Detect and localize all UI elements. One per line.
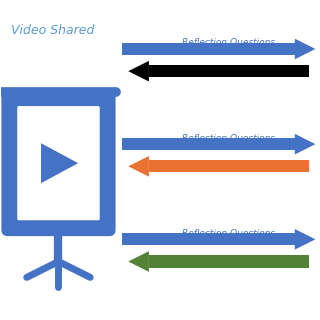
Polygon shape: [128, 251, 149, 272]
Text: Reflection Questions: Reflection Questions: [182, 133, 275, 142]
Text: Reflection Questions: Reflection Questions: [182, 229, 275, 238]
Text: Peer Feedback: Peer Feedback: [188, 161, 269, 171]
Text: Peer Feedback: Peer Feedback: [188, 257, 269, 267]
Polygon shape: [122, 43, 295, 55]
Text: Peer Feedback: Peer Feedback: [188, 66, 269, 76]
Polygon shape: [149, 255, 309, 268]
Polygon shape: [149, 160, 309, 172]
Polygon shape: [128, 156, 149, 177]
Polygon shape: [295, 229, 316, 250]
Polygon shape: [122, 138, 295, 150]
FancyBboxPatch shape: [17, 106, 100, 220]
Polygon shape: [295, 134, 316, 155]
Text: Reflection Questions: Reflection Questions: [182, 38, 275, 47]
Polygon shape: [128, 61, 149, 82]
FancyBboxPatch shape: [1, 90, 116, 236]
Polygon shape: [295, 39, 316, 59]
Polygon shape: [41, 143, 78, 183]
Polygon shape: [122, 233, 295, 245]
Polygon shape: [149, 65, 309, 77]
Text: Video Shared: Video Shared: [11, 24, 94, 36]
